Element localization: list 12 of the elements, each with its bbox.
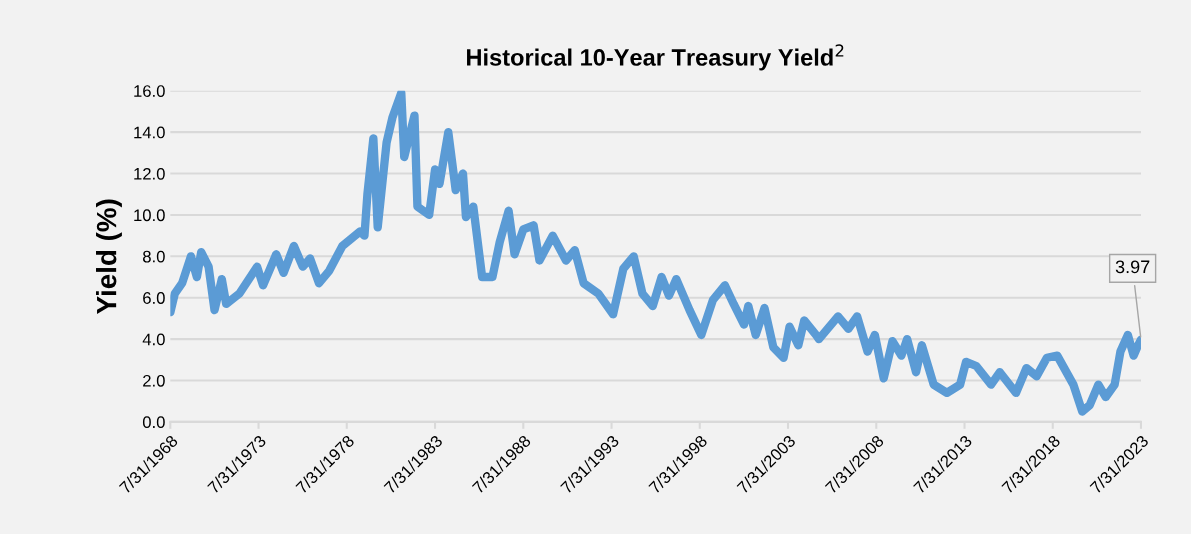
y-tick-label: 0.0 [142,416,165,429]
y-tick-label: 12.0 [134,167,165,180]
y-tick-label: 10.0 [134,209,165,222]
y-tick-label: 4.0 [142,333,165,346]
y-axis-title: Yield (%) [96,199,122,314]
annotation: 3.97 [1115,260,1150,274]
y-tick-label: 8.0 [143,250,165,263]
y-tick-label: 16.0 [134,85,165,97]
y-tick-label: 6.0 [143,292,165,304]
y-tick-label: 14.0 [134,126,165,139]
chart-title: Historical 10-Year Treasury Yield$^{2}$ [467,44,844,71]
y-tick-label: 2.0 [143,374,165,387]
